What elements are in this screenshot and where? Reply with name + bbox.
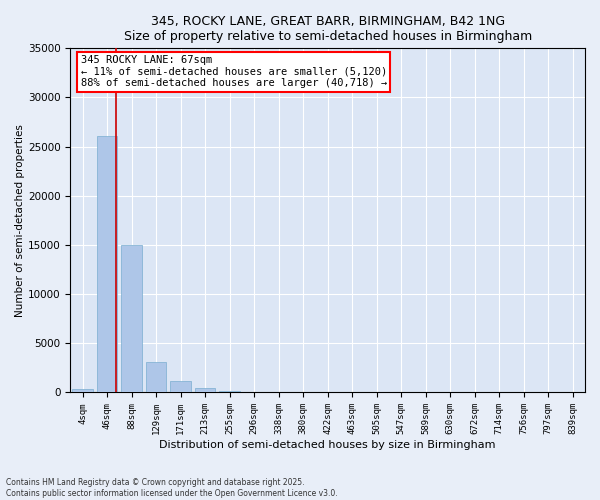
Bar <box>121 245 142 392</box>
Text: 345 ROCKY LANE: 67sqm
← 11% of semi-detached houses are smaller (5,120)
88% of s: 345 ROCKY LANE: 67sqm ← 11% of semi-deta… <box>80 55 387 88</box>
Bar <box>72 388 93 392</box>
Bar <box>219 391 240 392</box>
Text: Contains HM Land Registry data © Crown copyright and database right 2025.
Contai: Contains HM Land Registry data © Crown c… <box>6 478 338 498</box>
Bar <box>146 362 166 392</box>
X-axis label: Distribution of semi-detached houses by size in Birmingham: Distribution of semi-detached houses by … <box>160 440 496 450</box>
Title: 345, ROCKY LANE, GREAT BARR, BIRMINGHAM, B42 1NG
Size of property relative to se: 345, ROCKY LANE, GREAT BARR, BIRMINGHAM,… <box>124 15 532 43</box>
Bar <box>170 380 191 392</box>
Y-axis label: Number of semi-detached properties: Number of semi-detached properties <box>15 124 25 317</box>
Bar <box>194 388 215 392</box>
Bar <box>97 136 118 392</box>
